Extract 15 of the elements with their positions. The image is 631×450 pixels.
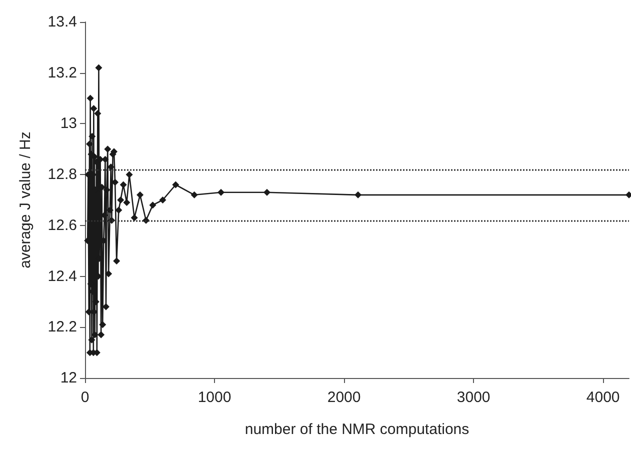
x-tick-label: 3000 bbox=[456, 389, 490, 406]
y-tick-label: 13 bbox=[60, 115, 77, 132]
y-tick-label: 12 bbox=[60, 370, 77, 386]
y-axis-title: average J value / Hz bbox=[17, 132, 34, 268]
y-tick-label: 13.2 bbox=[48, 64, 77, 82]
x-axis-title: number of the NMR computations bbox=[244, 421, 470, 438]
x-tick-label: 1000 bbox=[198, 389, 232, 406]
y-tick-label: 13.4 bbox=[48, 14, 77, 30]
y-tick-label: 12.6 bbox=[48, 216, 77, 234]
x-tick-label: 2000 bbox=[327, 389, 361, 406]
x-tick-label: 0 bbox=[80, 389, 90, 406]
y-tick-label: 12.2 bbox=[48, 318, 77, 336]
x-tick-label: 4000 bbox=[586, 389, 620, 406]
y-tick-label: 12.8 bbox=[48, 166, 77, 184]
y-tick-label: 12.4 bbox=[48, 268, 77, 285]
